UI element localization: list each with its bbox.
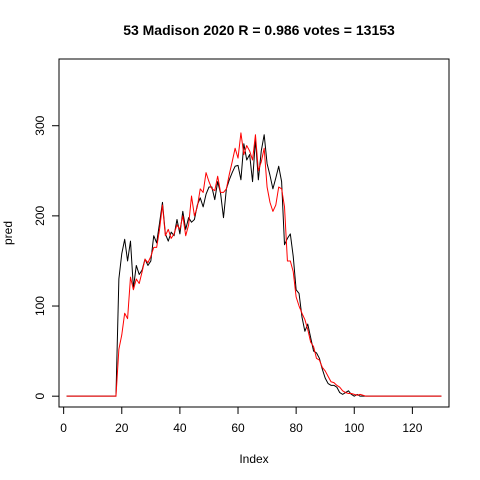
y-axis-label: pred: [1, 221, 15, 245]
x-tick-label: 60: [231, 421, 245, 435]
series-layer: [66, 132, 442, 397]
y-axis: 0 100 200 300: [33, 115, 60, 400]
y-tick-label: 100: [33, 296, 47, 316]
y-tick-label: 200: [33, 206, 47, 226]
x-axis-label: Index: [239, 452, 268, 466]
x-tick-label: 0: [60, 421, 67, 435]
x-axis: 0 20 40 60 80 100 120: [60, 406, 423, 435]
x-tick-label: 80: [289, 421, 303, 435]
x-tick-label: 20: [115, 421, 129, 435]
y-tick-label: 0: [33, 393, 47, 400]
chart-title: 53 Madison 2020 R = 0.986 votes = 13153: [123, 22, 395, 38]
x-tick-label: 100: [344, 421, 364, 435]
series-line-1: [66, 134, 442, 397]
plot-frame: [58, 58, 450, 408]
y-tick-label: 300: [33, 115, 47, 135]
x-tick-label: 120: [402, 421, 422, 435]
series-line-2: [66, 132, 442, 397]
x-tick-label: 40: [173, 421, 187, 435]
